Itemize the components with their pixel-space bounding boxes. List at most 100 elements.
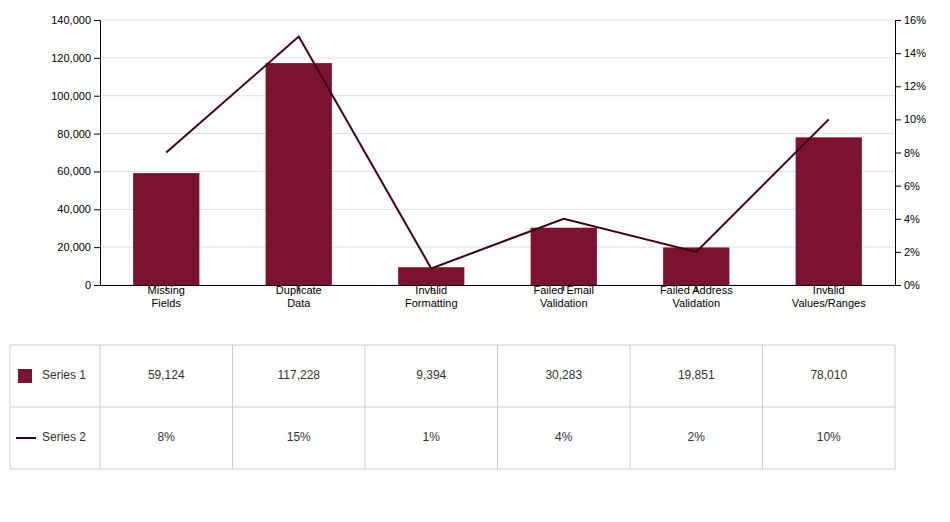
tick: 40,000 bbox=[57, 203, 100, 215]
tick-mark bbox=[895, 20, 901, 21]
legend-swatch bbox=[18, 369, 32, 383]
tick-mark bbox=[895, 119, 901, 120]
axis-domain bbox=[896, 21, 902, 286]
bar bbox=[663, 247, 729, 285]
table-value: 8% bbox=[158, 430, 176, 444]
tick: 12% bbox=[895, 80, 926, 92]
tick-label: 14% bbox=[904, 47, 926, 59]
tick-label-line: Data bbox=[287, 297, 311, 309]
tick: 8% bbox=[895, 147, 920, 159]
plot-area bbox=[133, 37, 862, 285]
tick: 80,000 bbox=[57, 128, 100, 140]
tick-label-line: Values/Ranges bbox=[792, 297, 866, 309]
table-value: 4% bbox=[555, 430, 573, 444]
tick-mark bbox=[94, 96, 100, 97]
tick: 6% bbox=[895, 180, 920, 192]
tick: 0 bbox=[85, 279, 100, 291]
tick-label: 4% bbox=[904, 213, 920, 225]
tick-label: 140,000 bbox=[51, 14, 91, 26]
table-value: 9,394 bbox=[416, 368, 446, 382]
tick-label: InvalidFormatting bbox=[405, 284, 458, 309]
tick: 16% bbox=[895, 14, 926, 26]
tick: 100,000 bbox=[51, 90, 100, 102]
legend-label: Series 1 bbox=[42, 368, 86, 382]
tick-label-line: Validation bbox=[673, 297, 721, 309]
tick-mark bbox=[895, 53, 901, 54]
tick-mark bbox=[895, 219, 901, 220]
bar bbox=[531, 228, 597, 285]
tick-mark bbox=[94, 209, 100, 210]
y-axis: 0 20,000 40,000 60,000 80,000 100,000 120,000 1… bbox=[51, 14, 100, 291]
legend-table: Series 159,124117,2289,39430,28319,85178… bbox=[10, 345, 895, 469]
grid-line bbox=[100, 95, 895, 96]
tick: 20,000 bbox=[57, 241, 100, 253]
tick: InvalidValues/Ranges bbox=[792, 284, 866, 309]
table-border bbox=[365, 345, 366, 469]
tick-label-line: Missing bbox=[148, 284, 185, 296]
tick-mark bbox=[895, 153, 901, 154]
tick-label: InvalidValues/Ranges bbox=[792, 284, 866, 309]
tick: 140,000 bbox=[51, 14, 100, 26]
legend-swatch bbox=[16, 437, 36, 439]
tick-label: 10% bbox=[904, 113, 926, 125]
tick-label: 6% bbox=[904, 180, 920, 192]
tick-label: MissingFields bbox=[148, 284, 185, 309]
tick: InvalidFormatting bbox=[405, 284, 458, 309]
tick-mark bbox=[94, 134, 100, 135]
tick-label-line: Failed Address bbox=[660, 284, 733, 296]
table-border bbox=[762, 345, 763, 469]
axis-domain bbox=[101, 285, 896, 286]
tick-label: 40,000 bbox=[57, 203, 91, 215]
tick-label: 100,000 bbox=[51, 90, 91, 102]
tick-label: 20,000 bbox=[57, 241, 91, 253]
tick-label: 0 bbox=[85, 279, 91, 291]
tick-label: 60,000 bbox=[57, 165, 91, 177]
x-axis: MissingFields DuplicateData InvalidFormatt… bbox=[101, 284, 896, 309]
tick-label-line: Duplicate bbox=[276, 284, 322, 296]
tick-label: DuplicateData bbox=[276, 284, 322, 309]
table-border bbox=[895, 345, 896, 469]
table-border bbox=[10, 345, 11, 469]
tick-mark bbox=[895, 252, 901, 253]
tick-label-line: Failed Email bbox=[533, 284, 594, 296]
grid bbox=[100, 20, 895, 285]
tick: MissingFields bbox=[148, 284, 185, 309]
tick: 0% bbox=[895, 279, 920, 291]
table-border bbox=[100, 345, 101, 469]
chart: 0 20,000 40,000 60,000 80,000 100,000 120,000 1… bbox=[0, 0, 950, 522]
bar bbox=[796, 137, 862, 285]
tick-label: 0% bbox=[904, 279, 920, 291]
axis-domain bbox=[94, 21, 101, 286]
table-value: 10% bbox=[817, 430, 841, 444]
tick: Failed AddressValidation bbox=[660, 284, 733, 309]
grid-line bbox=[100, 285, 895, 286]
grid-line bbox=[100, 57, 895, 58]
tick-mark bbox=[94, 58, 100, 59]
bar bbox=[398, 267, 464, 285]
grid-line bbox=[100, 133, 895, 134]
table-border bbox=[630, 345, 631, 469]
tick-label: Failed AddressValidation bbox=[660, 284, 733, 309]
table-value: 1% bbox=[423, 430, 441, 444]
table-value: 30,283 bbox=[545, 368, 582, 382]
grid-line bbox=[100, 209, 895, 210]
tick-mark bbox=[94, 171, 100, 172]
tick-mark bbox=[895, 285, 901, 286]
tick-label-line: Invalid bbox=[813, 284, 845, 296]
tick-mark bbox=[895, 186, 901, 187]
tick-label: 80,000 bbox=[57, 128, 91, 140]
tick-label: Failed EmailValidation bbox=[533, 284, 594, 309]
tick: DuplicateData bbox=[276, 284, 322, 309]
table-value: 78,010 bbox=[810, 368, 847, 382]
grid-line bbox=[100, 20, 895, 21]
tick: 14% bbox=[895, 47, 926, 59]
tick-label: 8% bbox=[904, 147, 920, 159]
table-value: 117,228 bbox=[278, 368, 321, 382]
line bbox=[166, 37, 829, 269]
legend-label: Series 2 bbox=[42, 430, 86, 444]
tick-mark bbox=[94, 247, 100, 248]
table-border bbox=[497, 345, 498, 469]
tick-mark bbox=[895, 86, 901, 87]
tick-label-line: Fields bbox=[152, 297, 182, 309]
tick-label: 120,000 bbox=[51, 52, 91, 64]
